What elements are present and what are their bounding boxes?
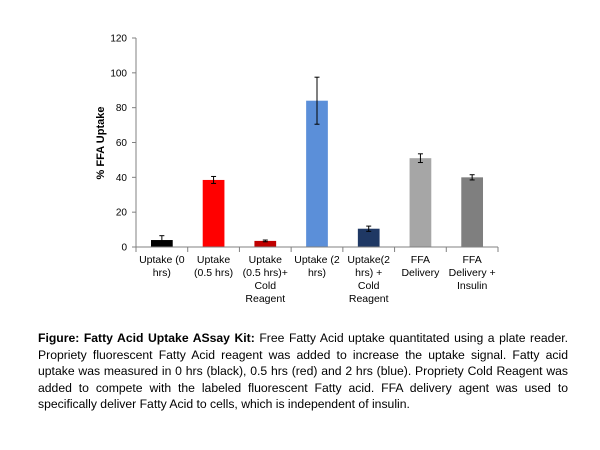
x-tick-label: Uptake (2 hrs) (294, 254, 340, 279)
x-tick-label-line: Uptake (2 (294, 254, 340, 266)
bar (306, 100, 328, 247)
caption-title: Figure: Fatty Acid Uptake ASsay Kit: (38, 331, 255, 345)
x-axis: Uptake (0 hrs)Uptake (0.5 hrs)Uptake (0.5 h… (135, 246, 499, 305)
x-tick-label-line: Insulin (457, 280, 488, 292)
x-tick-label-line: Uptake (249, 254, 282, 266)
caption-text: Free Fatty Acid uptake quantitated using… (38, 331, 568, 412)
y-tick-label: 20 (116, 208, 128, 219)
bar (409, 158, 432, 247)
y-axis-label: % FFA Uptake (95, 107, 107, 180)
y-tick-label: 40 (116, 173, 128, 184)
x-tick-label-line: Reagent (245, 293, 285, 305)
x-tick-label-line: (0.5 hrs)+ (243, 267, 288, 279)
y-tick-label: 0 (121, 243, 127, 254)
x-tick-label: Uptake (0.5 hrs) (194, 254, 233, 279)
error-bars (159, 76, 475, 245)
y-tick-label: 80 (116, 103, 128, 114)
x-tick-label-line: Cold (358, 280, 380, 292)
x-tick-label: Uptake (0 hrs) (139, 254, 185, 279)
x-tick-label: FFA Delivery (401, 254, 440, 279)
bar (461, 177, 484, 247)
y-tick-label: 100 (110, 68, 127, 79)
x-tick-label-line: FFA (463, 254, 482, 266)
x-tick-label: FFA Delivery + Insulin (449, 254, 496, 292)
bar (254, 240, 277, 247)
x-tick-label-line: (0.5 hrs) (194, 267, 233, 279)
x-tick-label-line: hrs) + (355, 267, 382, 279)
figure-caption: Figure: Fatty Acid Uptake ASsay Kit: Fre… (38, 330, 568, 413)
y-axis: 0 20 40 60 80 100 120 (110, 34, 137, 254)
bar (357, 228, 380, 247)
bars (150, 100, 484, 247)
x-tick-label-line: Delivery (401, 267, 440, 279)
x-tick-label: Uptake (0.5 hrs)+ Cold Reagent (243, 254, 288, 305)
x-tick-label-line: FFA (411, 254, 430, 266)
x-tick-label-line: Uptake (197, 254, 230, 266)
x-tick-label-line: Cold (254, 280, 276, 292)
x-tick-label-line: Uptake(2 (347, 254, 390, 266)
x-tick-label-line: hrs) (308, 267, 326, 279)
x-tick-label: Uptake(2 hrs) + Cold Reagent (347, 254, 390, 305)
x-tick-label-line: Delivery + (449, 267, 496, 279)
y-tick-label: 120 (110, 34, 127, 45)
x-tick-label-line: hrs) (153, 267, 171, 279)
y-tick-label: 60 (116, 138, 128, 149)
x-tick-label-line: Reagent (349, 293, 389, 305)
x-tick-label-line: Uptake (0 (139, 254, 185, 266)
bar (202, 179, 225, 247)
